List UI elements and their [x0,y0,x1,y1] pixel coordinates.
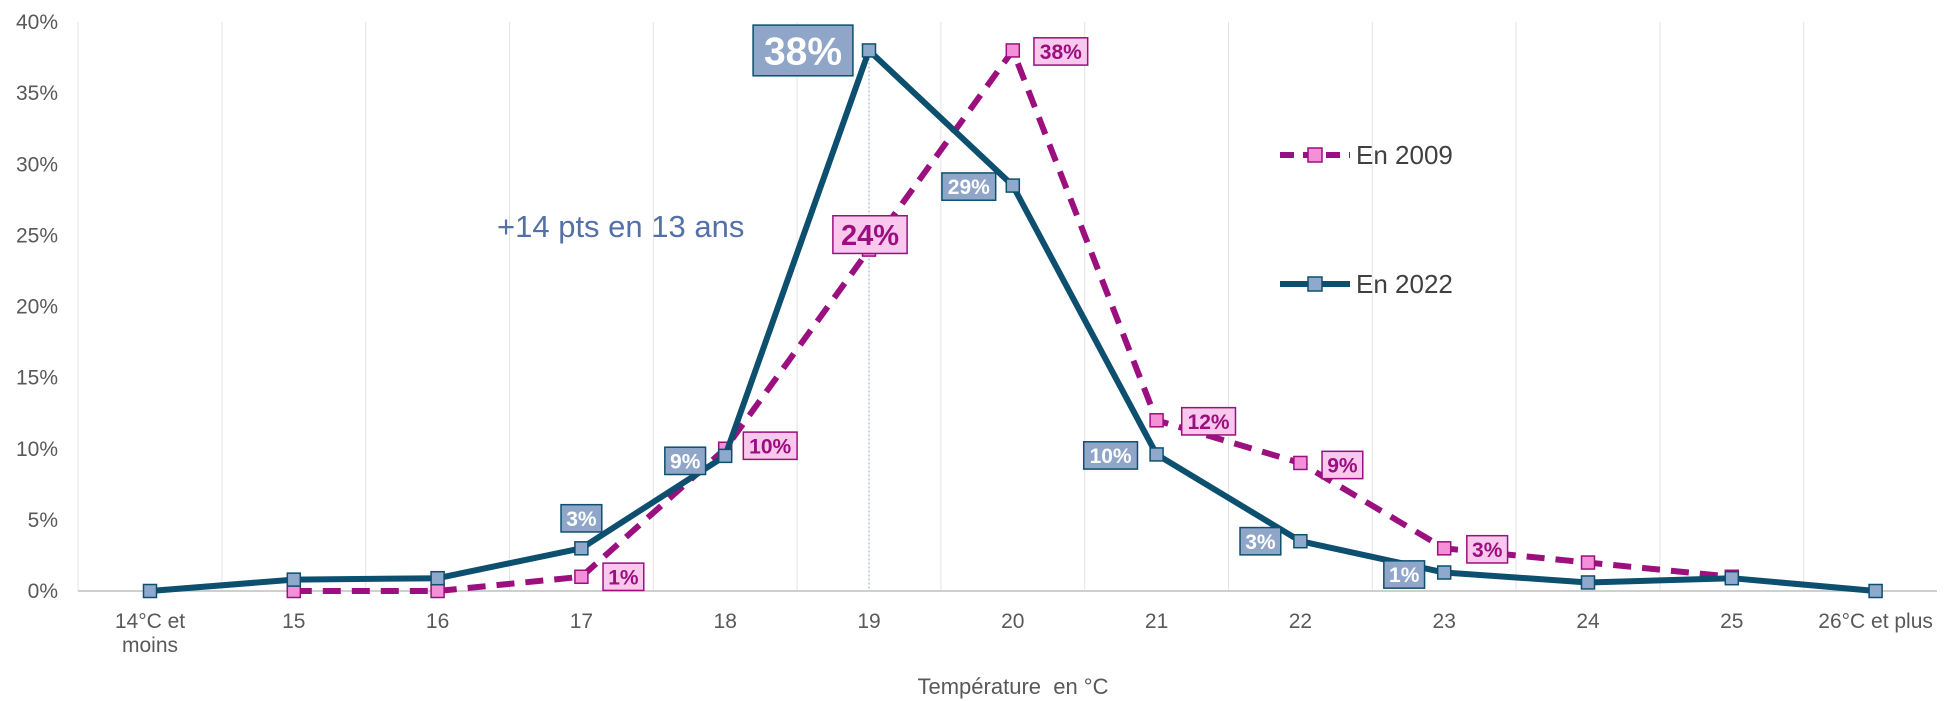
data-label-box [1033,37,1089,66]
data-label: 38% [1040,41,1082,64]
data-label: 3% [1472,539,1503,562]
data-label: 3% [566,508,597,531]
data-label-box [832,215,908,255]
y-tick-label: 40% [16,11,58,34]
y-tick-label: 30% [16,153,58,176]
data-point [1293,455,1308,471]
y-tick-label: 35% [16,82,58,105]
data-label-box [742,431,798,461]
series-line [149,47,1876,594]
y-tick-label: 5% [28,509,58,532]
data-point [1724,570,1740,586]
data-point [1005,43,1021,58]
data-label-box [1239,526,1282,556]
data-label: 24% [841,220,899,252]
x-tick-label: 17 [570,610,593,633]
data-point [1005,178,1021,193]
legend: En 2009 En 2022 [1280,140,1453,299]
data-label-box [664,446,707,476]
y-tick-label: 15% [16,367,58,390]
data-label: 1% [608,566,639,589]
data-point [286,572,302,587]
legend-label: En 2022 [1356,269,1453,299]
data-label-box [560,503,603,533]
data-label-box [1321,450,1364,480]
x-tick-label: 16 [426,610,449,633]
legend-marker [1307,147,1323,163]
data-point [1868,583,1883,599]
annotation-text: +14 pts en 13 ans [497,209,744,244]
series-lines [142,43,1883,599]
data-point [1436,565,1452,580]
y-tick-label: 10% [16,438,58,461]
x-tick-label: 19 [857,610,880,633]
data-label: 1% [1389,564,1420,587]
data-label: 9% [670,450,701,473]
data-point [430,583,445,599]
data-point [574,569,589,585]
data-labels: 1% 10% 24% 38% 12% 9% 3% 3% 9% 38% 29% 10% 3% 1% [560,24,1509,592]
data-point [717,448,733,464]
x-axis: 14°C et moins 15 16 17 18 19 20 21 22 23 24 25 26°C e… [115,610,1933,657]
x-tick-label: 14°C et moins [115,610,185,657]
x-tick-label: 24 [1576,610,1600,633]
y-axis: 0% 5% 10% 15% 20% 25% 30% 35% 40% [16,11,58,603]
data-label-box [752,24,854,77]
legend-label: En 2009 [1356,140,1453,170]
data-label: 12% [1188,411,1230,434]
x-tick-label: 15 [282,610,305,633]
data-label: 29% [948,176,990,199]
x-tick-label: 20 [1001,610,1024,633]
y-tick-label: 0% [28,580,58,603]
data-label: 3% [1245,531,1276,554]
data-label: 38% [764,30,842,73]
data-point [1149,447,1164,462]
x-tick-label: 18 [714,610,737,633]
data-label-box [1466,534,1509,564]
x-tick-label: 23 [1433,610,1456,633]
x-axis-title: Température en °C [918,674,1109,699]
data-label-box [1383,560,1426,589]
data-point [861,43,877,58]
data-point [574,541,589,556]
data-label-box [602,562,645,592]
data-point [1436,541,1452,556]
data-label: 9% [1327,455,1358,478]
data-label: 10% [749,435,791,458]
plot-grid [77,22,1937,592]
data-point [142,583,158,599]
data-point [1293,533,1308,549]
x-tick-label: 26°C et plus [1818,610,1933,633]
data-label: 10% [1090,445,1132,468]
data-point [1580,575,1596,590]
y-tick-label: 20% [16,296,58,319]
x-tick-label: 22 [1289,610,1312,633]
legend-marker [1307,276,1323,292]
data-point [430,570,445,586]
data-label-box [1082,441,1139,470]
data-label-box [941,172,997,201]
data-point [1580,555,1596,570]
x-tick-label: 25 [1720,610,1743,633]
x-tick-label: 21 [1145,610,1168,633]
data-label-box [1180,406,1237,436]
data-point [1149,413,1164,428]
y-tick-label: 25% [16,224,58,247]
